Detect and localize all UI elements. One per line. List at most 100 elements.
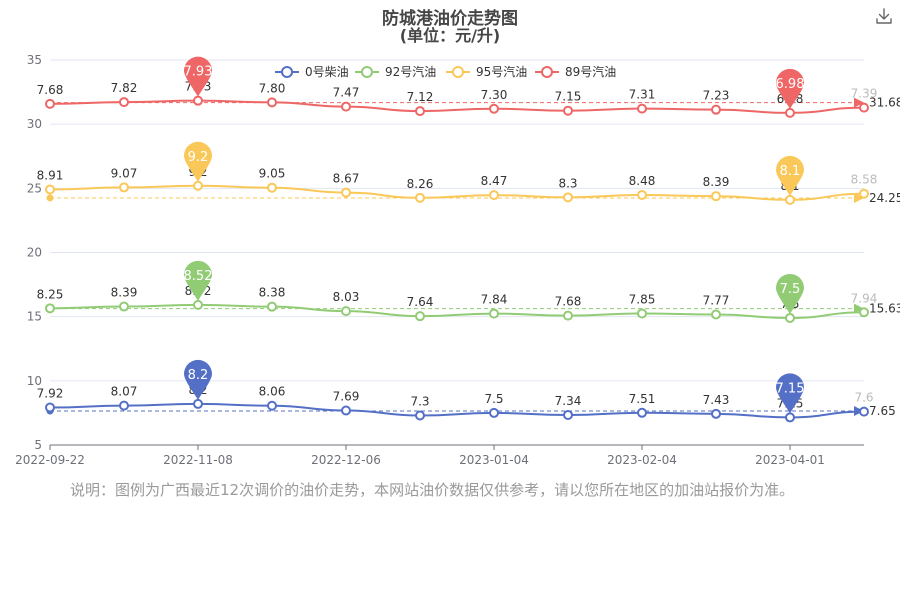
data-label: 7.15 (555, 90, 582, 104)
data-label: 8.2 (188, 383, 207, 397)
data-point (267, 400, 277, 411)
data-point (859, 406, 869, 417)
series-line (49, 184, 865, 201)
x-tick-label: 2023-02-04 (607, 453, 677, 467)
download-icon[interactable] (874, 6, 894, 26)
data-label: 7.34 (555, 394, 582, 408)
data-label: 7.5 (780, 297, 799, 311)
data-point (193, 180, 203, 191)
marker-pin-label: 9.2 (188, 150, 209, 165)
data-label: 7.94 (851, 291, 878, 305)
data-point (193, 398, 203, 409)
data-label: 8.06 (259, 385, 286, 399)
data-point (563, 105, 573, 116)
data-point (637, 407, 647, 418)
data-point (711, 408, 721, 419)
data-label: 7.92 (37, 387, 64, 401)
data-point (711, 104, 721, 115)
data-label: 7.15 (777, 396, 804, 410)
data-label: 8.39 (703, 175, 730, 189)
data-point (859, 307, 869, 318)
legend-label: 0号柴油 (305, 65, 349, 79)
data-point (637, 190, 647, 201)
marker-pin (776, 68, 804, 109)
marker-pin (184, 359, 212, 400)
data-point (119, 97, 129, 108)
average-start-dot (46, 194, 54, 202)
data-point (45, 303, 55, 314)
data-label: 7.68 (555, 295, 582, 309)
data-point (119, 182, 129, 193)
data-label: 7.51 (629, 392, 656, 406)
data-point (267, 301, 277, 312)
data-label: 7.77 (703, 293, 730, 307)
data-point (637, 103, 647, 114)
marker-pin (776, 155, 804, 196)
data-point (489, 190, 499, 201)
data-point (341, 405, 351, 416)
average-label: 24.25 (869, 191, 900, 205)
data-point (489, 308, 499, 319)
data-point (563, 192, 573, 203)
data-point (45, 402, 55, 413)
data-label: 8.07 (111, 385, 138, 399)
data-point (711, 191, 721, 202)
legend-marker (361, 66, 373, 78)
series-line (49, 99, 865, 114)
data-point (341, 187, 351, 198)
data-label: 8.25 (37, 287, 64, 301)
legend-label: 89号汽油 (565, 64, 616, 79)
marker-pin-label: 8.2 (188, 368, 209, 383)
data-label: 7.30 (481, 88, 508, 102)
data-point (267, 182, 277, 193)
chart-subtitle: (单位：元/升) (399, 26, 501, 45)
average-start-dot (46, 305, 54, 313)
data-label: 7.23 (703, 89, 730, 103)
data-label: 7.93 (185, 80, 212, 94)
average-arrow (854, 405, 864, 416)
average-start-dot (46, 407, 54, 415)
data-label: 9.05 (259, 167, 286, 181)
data-label: 7.47 (333, 86, 360, 100)
marker-pin (184, 56, 212, 97)
data-point (859, 102, 869, 113)
data-point (415, 410, 425, 421)
data-point (785, 107, 795, 118)
average-start-dot (46, 99, 54, 107)
y-tick-label: 35 (27, 53, 42, 67)
data-point (785, 412, 795, 423)
data-label: 8.91 (37, 168, 64, 182)
legend-marker (452, 66, 464, 78)
x-tick-label: 2022-11-08 (163, 453, 233, 467)
series-line (49, 402, 865, 419)
data-label: 7.68 (37, 83, 64, 97)
marker-pin-label: 7.5 (780, 282, 801, 297)
legend-marker (281, 66, 293, 78)
data-label: 7.85 (629, 292, 656, 306)
marker-pin-label: 8.52 (184, 269, 213, 284)
x-tick-label: 2022-09-22 (15, 453, 85, 467)
data-label: 8.3 (558, 176, 577, 190)
data-point (119, 301, 129, 312)
data-point (415, 311, 425, 322)
data-point (563, 409, 573, 420)
data-label: 7.43 (703, 393, 730, 407)
legend-label: 95号汽油 (476, 64, 527, 79)
data-label: 8.47 (481, 174, 508, 188)
data-label: 7.31 (629, 88, 656, 102)
data-label: 7.64 (407, 295, 434, 309)
data-label: 9.2 (188, 165, 207, 179)
y-tick-label: 30 (27, 117, 42, 131)
marker-pin (776, 273, 804, 314)
data-label: 7.82 (111, 81, 138, 95)
data-point (193, 299, 203, 310)
y-tick-label: 5 (34, 438, 42, 452)
data-label: 7.12 (407, 90, 434, 104)
marker-pin-label: 7.15 (776, 381, 805, 396)
average-label: 7.65 (869, 404, 896, 418)
data-point (45, 184, 55, 195)
data-point (563, 310, 573, 321)
marker-pin (184, 260, 212, 301)
